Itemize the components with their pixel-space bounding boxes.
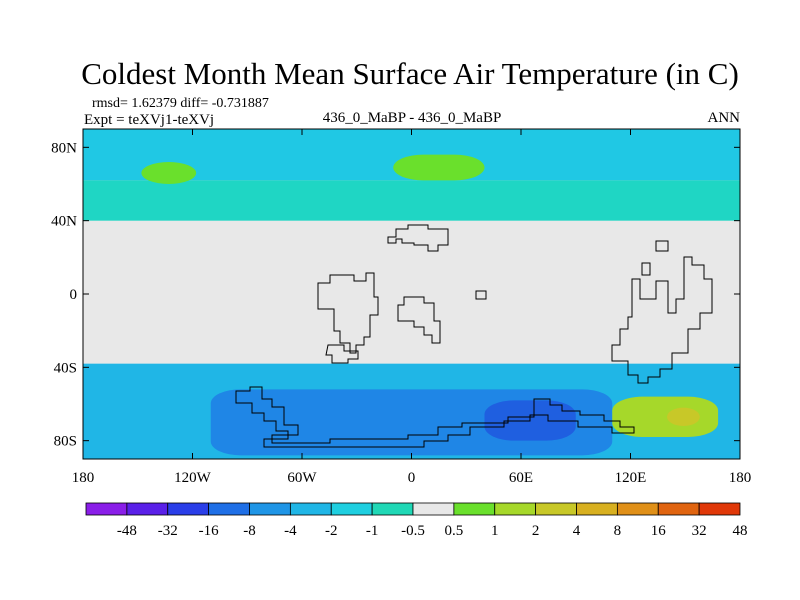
y-tick-label: 40N [51,214,77,230]
colorbar-swatch [371,502,414,516]
colorbar-swatch [535,502,577,516]
x-axis: 180 120W 60W 0 60E 120E 180 [72,129,752,486]
y-tick-label: 0 [70,287,78,303]
colorbar-swatch [208,502,250,516]
coastlines [235,224,713,448]
y-tick-label: 80S [54,434,77,450]
region-southern-warm-patch [612,396,719,437]
region-northern-midlatitude-band [83,180,740,221]
colorbar-swatch [494,502,537,516]
region-northern-cold-patch-atlantic [393,154,485,181]
colorbar-swatch [289,502,332,516]
coastline-east-upper [641,240,669,276]
coastline-southern-africa [325,344,359,364]
colorbar-swatch [85,502,128,516]
colorbar-label: -0.5 [401,523,425,539]
coastline-north-africa [387,224,449,252]
x-tick-label: 120W [174,470,212,486]
colorbar-label: 8 [614,523,622,539]
colorbar-swatch [576,502,618,516]
x-tick-label: 180 [72,470,95,486]
colorbar-swatch [412,502,455,516]
colorbar-swatch [453,502,496,516]
y-tick-label: 40S [54,360,77,376]
colorbar-label: -1 [366,523,379,539]
x-tick-label: 120E [615,470,647,486]
colorbar-swatch [167,502,210,516]
colorbar-label: -8 [243,523,256,539]
region-southern-warm-core [667,407,700,426]
colorbar-swatch [126,502,169,516]
region-northern-cold-patch-pacific [141,162,197,184]
x-tick-label: 60E [509,470,533,486]
coastline-africa-west [317,272,379,354]
x-tick-label: 60W [287,470,317,486]
colorbar-label: -4 [284,523,297,539]
colorbar-swatch [698,502,741,516]
colorbar-label: -16 [199,523,219,539]
colorbar-label: -32 [158,523,178,539]
colorbar-label: 32 [692,523,707,539]
x-tick-label: 0 [408,470,416,486]
colorbar: -48 -32 -16 -8 -4 -2 -1 -0.5 0.5 1 2 4 8 16 32 48 [85,502,748,539]
colorbar-label: 16 [651,523,667,539]
colorbar-swatch [330,502,373,516]
colorbar-label: 4 [573,523,581,539]
coastline-central-block [397,296,441,344]
colorbar-label: -2 [325,523,338,539]
colorbar-label: 2 [532,523,540,539]
colorbar-label: 48 [733,523,748,539]
colorbar-swatch [616,502,659,516]
colorbar-label: 0.5 [445,523,464,539]
colorbar-swatch [657,502,700,516]
colorbar-swatch [249,502,291,516]
expt-line: Expt = teXVj1-teXVj [84,112,214,128]
right-label: ANN [708,110,741,126]
chart-title: Coldest Month Mean Surface Air Temperatu… [81,56,739,91]
coastline-east-continent [611,256,713,384]
map-area [83,129,740,459]
colorbar-label: 1 [491,523,499,539]
center-label: 436_0_MaBP - 436_0_MaBP [323,110,502,126]
temperature-fields [83,129,740,459]
y-axis: 80N 40N 0 40S 80S [51,140,740,450]
stats-line: rmsd= 1.62379 diff= -0.731887 [92,96,269,111]
coastline-east-islet [475,290,487,300]
coastline-antarctica [235,386,635,448]
colorbar-label: -48 [117,523,137,539]
x-tick-label: 180 [729,470,752,486]
y-tick-label: 80N [51,140,77,156]
